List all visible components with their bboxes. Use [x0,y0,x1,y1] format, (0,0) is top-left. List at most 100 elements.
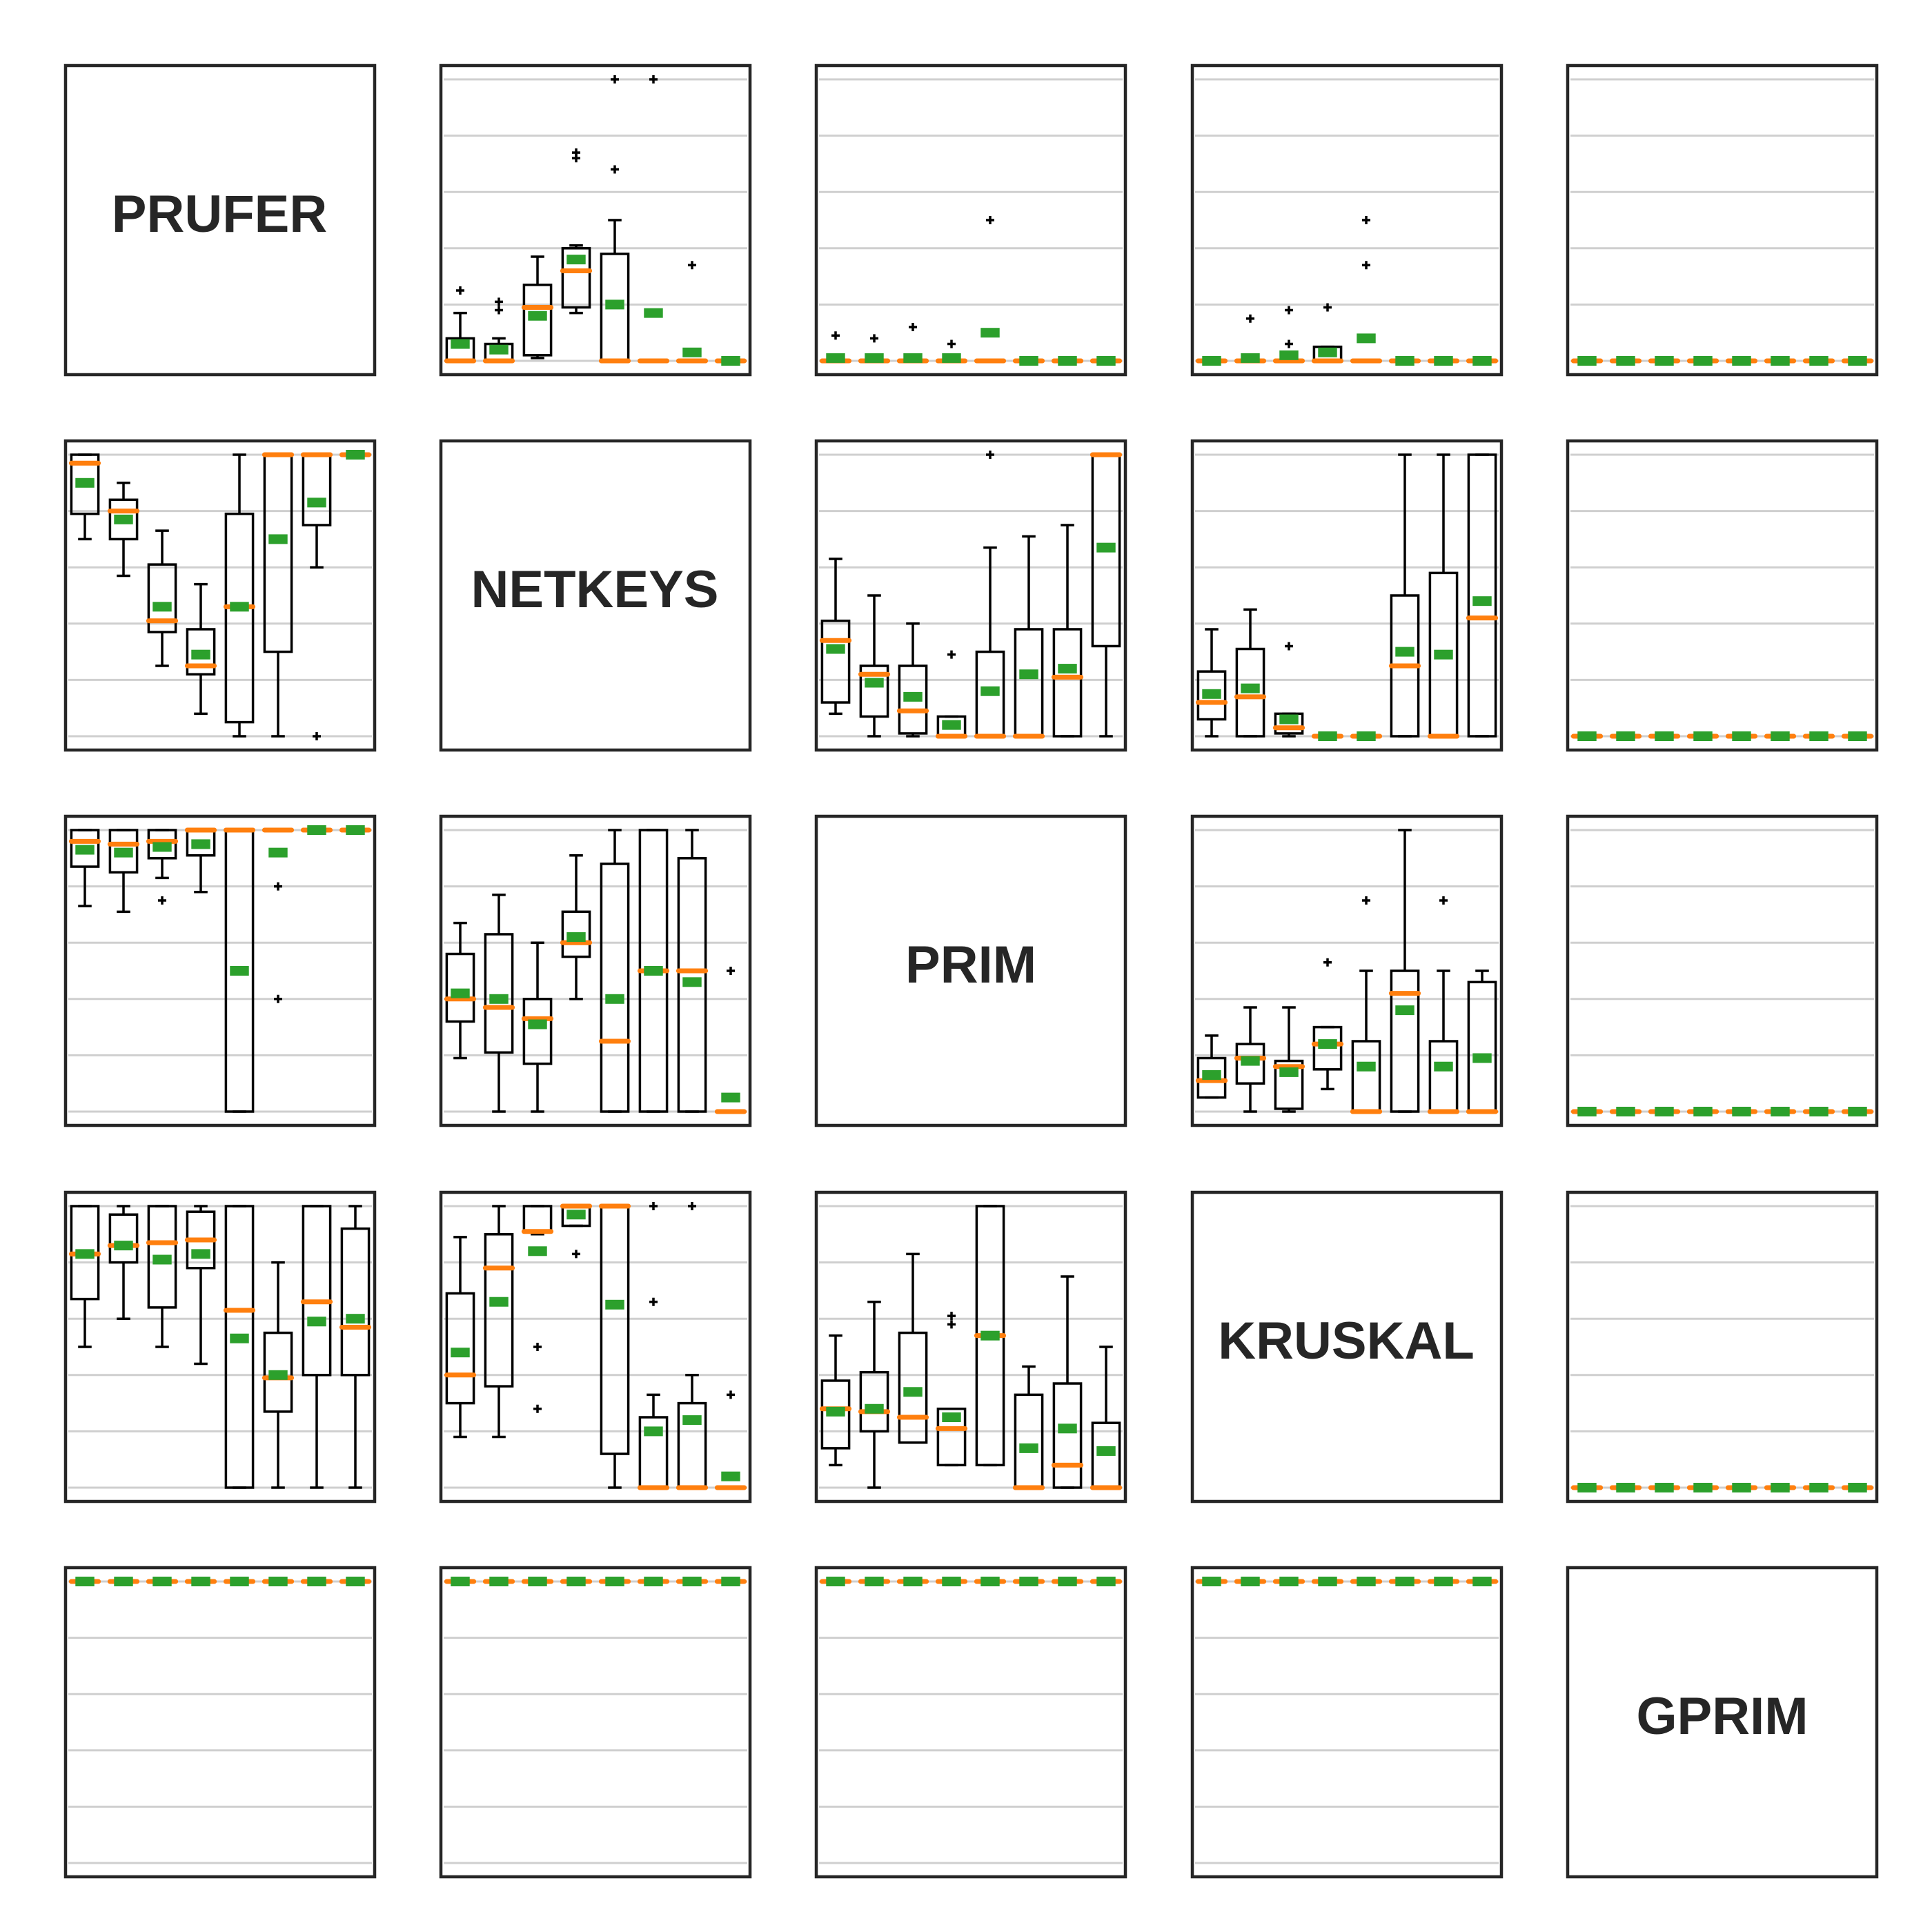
mean-mark [1693,356,1713,366]
panel-r3-c1 [444,1202,747,1490]
iqr-box [1235,647,1265,738]
panel-r4-c1 [444,1577,747,1864]
mean-mark [1577,356,1597,366]
mean-mark [903,691,923,702]
mean-mark [826,644,845,654]
mean-mark [1395,1577,1414,1586]
outlier-marker [1246,314,1254,323]
mean-mark [268,534,288,544]
panel-frame-r1-c4 [1566,439,1879,752]
panel-frame-r2-c3 [1190,814,1504,1127]
panel-r3-c4 [1570,1205,1874,1492]
panel-r4-c3 [1195,1577,1499,1864]
mean-mark [980,1330,1000,1341]
mean-mark [1809,1483,1828,1492]
mean-mark [1472,1053,1492,1063]
mean-mark [903,1577,923,1586]
mean-mark [268,847,288,858]
mean-mark [1693,1107,1713,1116]
outlier-marker [1285,642,1293,651]
diag-label-gprim: GPRIM [1636,1687,1808,1746]
mean-mark [1472,596,1492,607]
mean-mark [721,1577,740,1586]
mean-mark [451,988,470,998]
mean-mark [1472,1577,1492,1586]
mean-mark [1848,1483,1867,1492]
mean-mark [346,450,365,460]
panel-frame-r1-c3 [1190,439,1504,752]
mean-mark [1279,714,1299,724]
mean-mark [191,649,210,660]
mean-mark [682,1577,702,1586]
mean-mark [1771,731,1790,741]
mean-mark [1096,1577,1116,1586]
mean-mark [75,477,95,488]
outlier-marker [1439,896,1448,905]
outlier-marker [870,334,878,343]
mean-mark [826,353,845,363]
iqr-box [108,498,139,541]
panel-frame-r0-c1 [439,63,752,377]
mean-mark [721,1092,740,1103]
mean-mark [1771,1483,1790,1492]
iqr-box [1274,712,1304,735]
mean-mark [489,994,509,1004]
outlier-marker [947,339,956,348]
mean-mark [1058,1423,1077,1434]
mean-mark [644,1577,663,1586]
iqr-box [522,998,553,1065]
panel-r3-c2 [819,1205,1123,1490]
mean-mark [721,356,740,366]
mean-mark [566,1210,586,1220]
outlier-marker [727,967,735,975]
mean-mark [307,497,326,508]
mean-mark [1577,1107,1597,1116]
mean-mark [1693,1483,1713,1492]
panel-frame-r3-c1 [439,1190,752,1504]
iqr-box [1235,1043,1265,1085]
mean-mark [1019,1577,1038,1586]
panel-r0-c1 [444,75,747,366]
mean-mark [346,825,365,835]
panel-frame-r1-c2 [814,439,1127,752]
iqr-box [1196,670,1227,721]
panel-frame-r2-c0 [63,814,377,1127]
panel-r1-c2 [819,451,1123,739]
outlier-marker [572,1250,580,1259]
iqr-box [147,829,177,860]
panel-r1-c0 [68,450,372,740]
mean-mark [152,602,172,612]
panel-r1-c3 [1195,453,1499,741]
iqr-box [1467,453,1497,738]
mean-mark [346,1577,365,1586]
iqr-box [224,512,255,724]
mean-mark [1058,356,1077,366]
panel-r2-c3 [1195,829,1499,1114]
mean-mark [1019,356,1038,366]
iqr-box [147,563,177,633]
mean-mark [1241,1056,1260,1066]
panel-frame-r3-c4 [1566,1190,1879,1504]
panel-frame-r1-c1 [439,439,752,752]
iqr-box [522,284,553,357]
iqr-box [70,453,100,515]
outlier-marker [1362,261,1370,270]
panel-frame-r0-c4 [1566,63,1879,377]
panel-r0-c4 [1570,78,1874,366]
mean-mark [1655,1107,1674,1116]
panel-frame-r3-c0 [63,1190,377,1504]
mean-mark [1202,356,1221,366]
mean-mark [1019,1443,1038,1453]
mean-mark [114,1577,133,1586]
outlier-marker [831,331,840,340]
mean-mark [528,1246,547,1256]
mean-mark [865,353,884,363]
panel-r4-c2 [819,1577,1123,1864]
mean-mark [230,602,249,612]
mean-mark [942,1577,961,1586]
panel-frame-r1-c0 [63,439,377,752]
outlier-marker [611,75,619,83]
outlier-marker [727,1390,735,1399]
mean-mark [566,1577,586,1586]
